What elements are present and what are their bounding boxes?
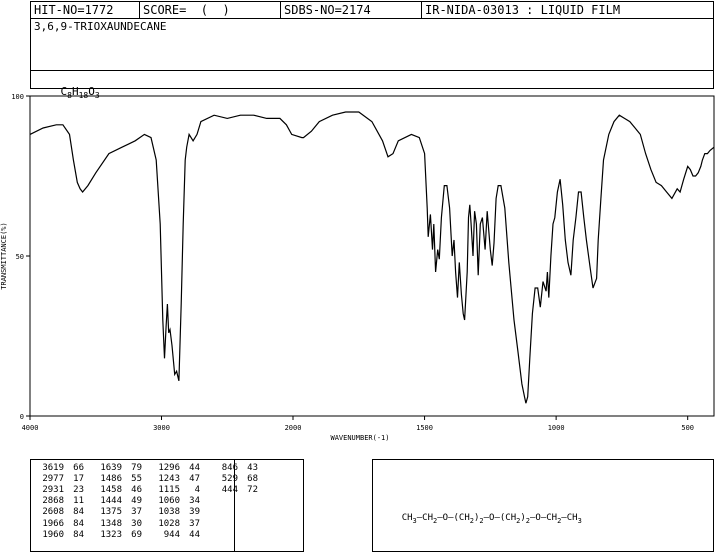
peak-table: 3619 66 1639 79 1296 44 846 43 2977 17 1486 55 1243 4…	[36, 463, 268, 541]
peak-transmittance: 11	[73, 496, 84, 507]
structure-box: CH3—CH2—O—(CH2)2—O—(CH2)2—O—CH2—CH3	[372, 459, 714, 552]
peak-transmittance: 72	[247, 485, 258, 496]
peak-wavenumber: 1966	[42, 518, 64, 529]
peak-wavenumber: 1639	[100, 463, 122, 474]
header-divider	[139, 2, 140, 19]
peak-table-divider	[234, 460, 235, 551]
peak-wavenumber: 2608	[42, 507, 64, 518]
peak-transmittance: 23	[73, 485, 84, 496]
peak-wavenumber	[210, 518, 240, 529]
x-tick-label: 3000	[153, 424, 170, 432]
hit-no: HIT-NO=1772	[34, 3, 114, 17]
peak-row: 2608 84 1375 37 1038 39	[36, 507, 268, 518]
peak-transmittance: 44	[189, 463, 200, 474]
x-tick-label: 1500	[416, 424, 433, 432]
peak-table-box: 3619 66 1639 79 1296 44 846 43 2977 17 1486 55 1243 4…	[30, 459, 304, 552]
peak-transmittance: 34	[189, 496, 200, 507]
peak-transmittance: 49	[131, 496, 142, 507]
peak-wavenumber: 444	[221, 485, 238, 496]
peak-wavenumber: 1375	[100, 507, 122, 518]
peak-transmittance	[240, 507, 268, 518]
peak-transmittance: 37	[189, 518, 200, 529]
sdbs-no: SDBS-NO=2174	[284, 3, 371, 17]
peak-wavenumber: 1060	[158, 496, 180, 507]
x-tick-label: 4000	[22, 424, 39, 432]
peak-wavenumber: 1486	[100, 474, 122, 485]
peak-wavenumber: 1028	[158, 518, 180, 529]
header-divider	[280, 2, 281, 19]
score: SCORE= ( )	[143, 3, 230, 17]
peak-wavenumber: 1038	[158, 507, 180, 518]
peak-transmittance: 39	[189, 507, 200, 518]
peak-row: 2931 23 1458 46 1115 4 444 72	[36, 485, 268, 496]
peak-transmittance: 4	[194, 485, 200, 496]
x-tick-label: 500	[681, 424, 694, 432]
peak-transmittance: 69	[131, 529, 142, 540]
spectrum-line	[29, 111, 715, 404]
peak-transmittance: 30	[131, 518, 142, 529]
structural-formula: CH3—CH2—O—(CH2)2—O—(CH2)2—O—CH2—CH3	[401, 513, 582, 525]
y-tick-label: 0	[20, 413, 24, 421]
x-tick-label: 1000	[548, 424, 565, 432]
compound-name: 3,6,9-TRIOXAUNDECANE	[34, 20, 167, 33]
peak-row: 2977 17 1486 55 1243 47 529 68	[36, 474, 268, 485]
x-tick-label: 2000	[285, 424, 302, 432]
peak-row: 1966 84 1348 30 1028 37	[36, 518, 268, 529]
peak-wavenumber: 1348	[100, 518, 122, 529]
peak-wavenumber: 1960	[42, 529, 64, 540]
peak-wavenumber: 1323	[100, 529, 122, 540]
peak-wavenumber: 2977	[42, 474, 64, 485]
peak-transmittance: 68	[247, 474, 258, 485]
peak-wavenumber: 2931	[42, 485, 64, 496]
peak-wavenumber: 944	[163, 529, 180, 540]
peak-transmittance: 55	[131, 474, 142, 485]
peak-row: 2868 11 1444 49 1060 34	[36, 496, 268, 507]
peak-row: 1960 84 1323 69 944 44	[36, 530, 268, 541]
y-axis-label: TRANSMITTANCE(%)	[0, 222, 8, 289]
peak-transmittance: 17	[73, 474, 84, 485]
peak-transmittance: 79	[131, 463, 142, 474]
peak-wavenumber: 1458	[100, 485, 122, 496]
peak-transmittance: 84	[73, 507, 84, 518]
peak-transmittance	[240, 518, 268, 529]
peak-row: 3619 66 1639 79 1296 44 846 43	[36, 463, 268, 474]
peak-transmittance: 66	[73, 463, 84, 474]
peak-transmittance: 46	[131, 485, 142, 496]
peak-wavenumber: 846	[221, 463, 238, 474]
peak-wavenumber: 3619	[42, 463, 64, 474]
peak-wavenumber: 2868	[42, 496, 64, 507]
peak-wavenumber: 1296	[158, 463, 180, 474]
peak-wavenumber	[210, 530, 240, 541]
peak-transmittance: 43	[247, 463, 258, 474]
peak-wavenumber	[210, 496, 240, 507]
peak-wavenumber: 1243	[158, 474, 180, 485]
compound-box: 3,6,9-TRIOXAUNDECANE C8H18O3	[30, 18, 714, 100]
peak-wavenumber: 1115	[158, 485, 180, 496]
peak-transmittance: 84	[73, 518, 84, 529]
compound-divider	[31, 70, 713, 71]
plot-frame	[29, 95, 715, 417]
ir-nida: IR-NIDA-03013 : LIQUID FILM	[425, 3, 621, 17]
peak-transmittance	[240, 530, 268, 541]
peak-transmittance	[240, 496, 268, 507]
y-tick-label: 100	[11, 93, 24, 101]
header-divider	[421, 2, 422, 19]
y-tick-label: 50	[16, 253, 24, 261]
peak-wavenumber: 529	[221, 474, 238, 485]
peak-transmittance: 84	[73, 529, 84, 540]
peak-wavenumber	[210, 507, 240, 518]
peak-transmittance: 37	[131, 507, 142, 518]
peak-wavenumber: 1444	[100, 496, 122, 507]
peak-transmittance: 47	[189, 474, 200, 485]
peak-transmittance: 44	[189, 529, 200, 540]
x-axis-label: WAVENUMBER(-1)	[330, 434, 389, 442]
